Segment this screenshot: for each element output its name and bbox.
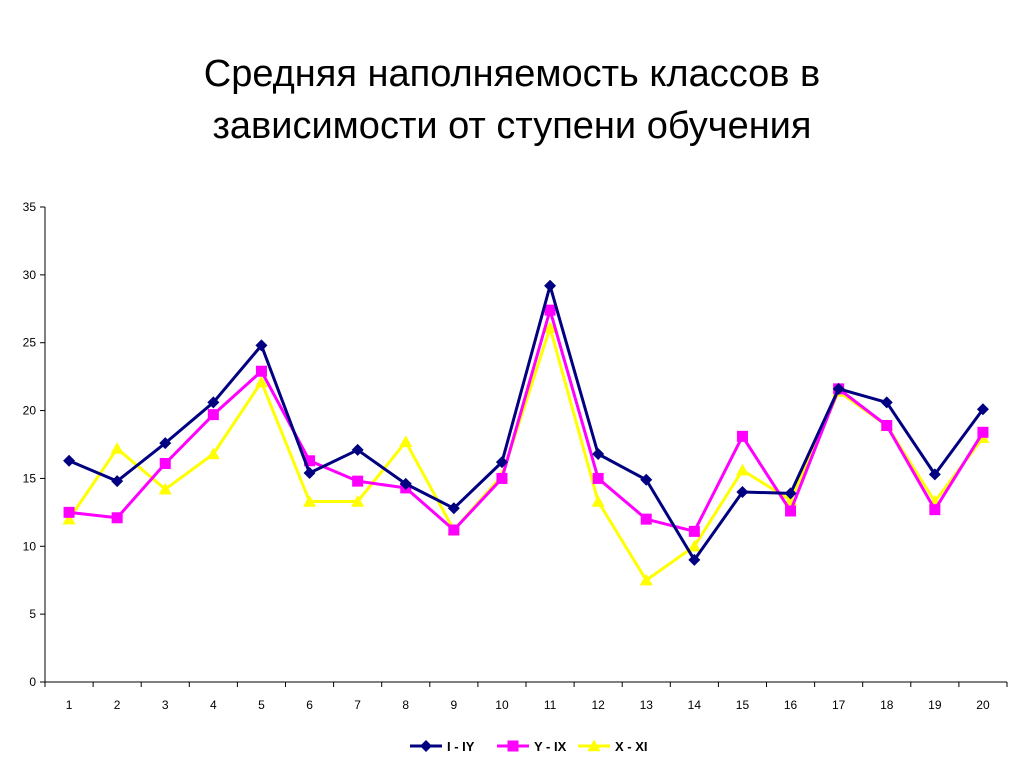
series-1-point [784, 487, 797, 500]
series-1-point [159, 437, 172, 450]
x-tick-label: 12 [591, 698, 605, 712]
series-2-point [255, 365, 267, 377]
series-1-point [351, 443, 364, 456]
legend-marker-1 [420, 740, 432, 752]
series-2-point [881, 420, 893, 431]
y-tick-label: 30 [23, 268, 37, 282]
x-tick-label: 14 [688, 698, 702, 712]
series-1-point [544, 279, 557, 292]
legend-marker-3 [587, 739, 601, 752]
series-2-point [304, 455, 316, 467]
x-tick-label: 13 [640, 698, 654, 712]
series-2-point [592, 472, 604, 484]
series-2-point [688, 525, 700, 537]
x-tick-label: 2 [114, 698, 121, 712]
series-1-point [255, 339, 268, 352]
series-1-point [736, 486, 749, 498]
series-1-point [880, 396, 893, 409]
x-tick-label: 10 [495, 698, 509, 712]
series-3-point [687, 539, 701, 552]
x-tick-label: 19 [928, 698, 942, 712]
series-1-point [303, 467, 316, 479]
series-2-point [929, 504, 941, 516]
x-tick-label: 3 [162, 698, 169, 712]
series-2-point [977, 426, 989, 438]
series-1-point [640, 473, 653, 486]
legend-label-2: Y - IX [534, 739, 567, 754]
chart-title: Средняя наполняемость классов в зависимо… [0, 48, 1024, 152]
x-tick-label: 18 [880, 698, 894, 712]
legend-marker-2 [507, 740, 519, 752]
series-1-point [928, 468, 941, 481]
series-2-point [159, 458, 171, 469]
series-2-point [63, 506, 75, 518]
series-1-point [688, 553, 701, 566]
x-tick-label: 5 [258, 698, 265, 712]
series-2-point [207, 409, 219, 421]
legend-label-3: X - XI [615, 739, 648, 754]
x-tick-label: 1 [66, 698, 73, 712]
series-3-point [254, 375, 268, 388]
x-tick-label: 7 [354, 698, 361, 712]
x-tick-label: 4 [210, 698, 217, 712]
series-3-point [399, 435, 413, 447]
series-1-point [447, 502, 460, 515]
series-1-point [399, 477, 412, 490]
series-3-point [303, 495, 317, 507]
x-tick-label: 15 [736, 698, 750, 712]
series-3-point [591, 495, 605, 507]
x-tick-label: 9 [451, 698, 458, 712]
series-2-point [448, 524, 460, 536]
series-1-point [207, 396, 220, 409]
series-line-2 [68, 308, 985, 533]
series-line-1 [68, 284, 985, 562]
x-tick-label: 6 [306, 698, 313, 712]
series-3-point [351, 495, 365, 507]
y-tick-label: 5 [29, 607, 36, 621]
y-tick-label: 25 [23, 336, 37, 350]
series-3-point [110, 442, 124, 454]
title-line-1: Средняя наполняемость классов в [203, 53, 821, 95]
y-tick-label: 35 [23, 200, 37, 214]
series-line-3 [67, 326, 985, 582]
series-3-point [735, 463, 749, 476]
x-tick-label: 16 [784, 698, 798, 712]
series-2-point [640, 513, 652, 525]
x-tick-label: 11 [544, 698, 557, 712]
series-2-point [544, 304, 556, 316]
series-2-point [736, 430, 748, 442]
series-1-point [592, 448, 605, 460]
series-2-point [352, 475, 364, 487]
series-1-point [832, 382, 845, 395]
series-3-point [158, 482, 172, 495]
y-tick-label: 10 [23, 539, 37, 553]
y-tick-label: 0 [29, 675, 36, 689]
series-2-point [496, 472, 508, 484]
series-1-point [976, 403, 989, 416]
series-3-point [543, 321, 557, 333]
title-line-2: зависимости от ступени обучения [212, 105, 812, 147]
x-tick-label: 17 [832, 698, 846, 712]
series-3-point [62, 512, 76, 525]
series-2-point [785, 505, 797, 517]
x-tick-label: 20 [976, 698, 990, 712]
series-1-point [111, 475, 124, 488]
x-tick-label: 8 [402, 698, 409, 712]
y-tick-label: 20 [23, 404, 37, 418]
series-3-point [639, 573, 653, 586]
y-tick-label: 15 [23, 471, 37, 485]
legend-label-1: I - IY [447, 739, 475, 754]
series-1-point [63, 454, 76, 467]
series-1-point [495, 456, 508, 469]
series-2-point [111, 512, 123, 524]
series-3-point [206, 447, 220, 460]
